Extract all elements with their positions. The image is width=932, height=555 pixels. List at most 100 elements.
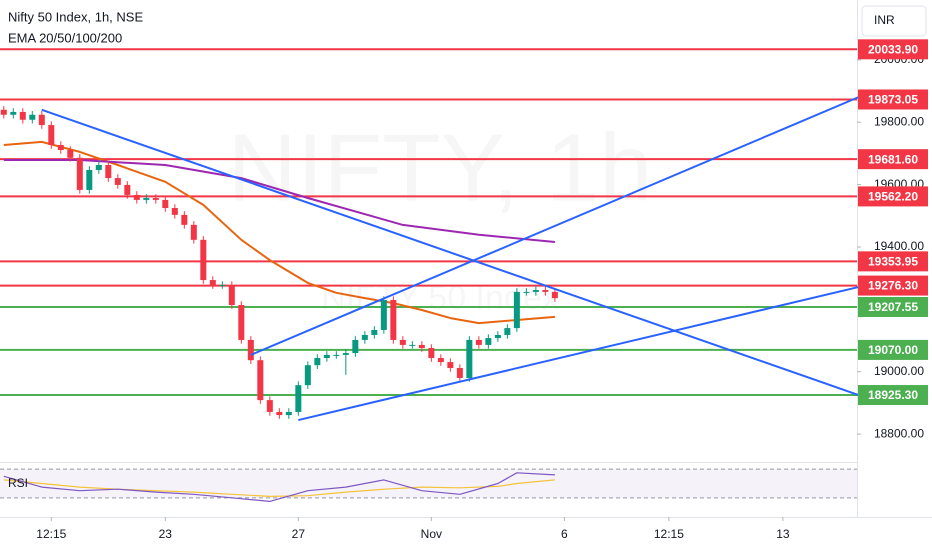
- candle-body: [143, 198, 150, 200]
- level-tag: [858, 339, 928, 360]
- level-tag: [858, 275, 928, 296]
- x-tick-label: Nov: [421, 527, 442, 541]
- candle-body: [124, 184, 131, 195]
- candle-body: [475, 339, 482, 345]
- candle-body: [428, 348, 435, 359]
- currency-label[interactable]: INR: [874, 13, 895, 27]
- candle-body: [466, 339, 473, 378]
- level-tag-label: 19681.60: [868, 152, 918, 166]
- chart-title: Nifty 50 Index, 1h, NSE: [8, 9, 143, 24]
- candle-body: [409, 344, 416, 346]
- candle-body: [133, 194, 140, 200]
- candle-body: [295, 385, 302, 412]
- y-tick-label: 19800.00: [874, 114, 924, 128]
- ema-line: [3, 159, 555, 243]
- candle-body: [437, 358, 444, 363]
- candle-body: [219, 285, 226, 287]
- candle-body: [333, 354, 340, 356]
- level-tag-label: 19353.95: [868, 255, 918, 269]
- candle-body: [485, 338, 492, 345]
- candle-body: [209, 280, 216, 286]
- candle-body: [200, 239, 207, 281]
- candle-body: [352, 339, 359, 354]
- level-tag: [858, 149, 928, 170]
- candle-body: [0, 109, 7, 115]
- candle-body: [542, 290, 549, 292]
- candle-body: [266, 400, 273, 412]
- rsi-label: RSI: [8, 476, 28, 490]
- trendline: [298, 285, 860, 422]
- x-tick-label: 13: [776, 527, 790, 541]
- level-tag-label: 19276.30: [868, 279, 918, 293]
- candle-body: [304, 365, 311, 386]
- candle-body: [29, 114, 36, 120]
- watermark: NIFTY, 1h: [227, 114, 652, 221]
- level-tag: [858, 297, 928, 318]
- candle-body: [162, 199, 169, 209]
- candle-body: [371, 329, 378, 335]
- level-tag-label: 20033.90: [868, 42, 918, 56]
- candle-body: [57, 145, 64, 151]
- candle-body: [447, 362, 454, 368]
- candle-body: [504, 328, 511, 335]
- candle-body: [105, 164, 112, 179]
- level-tag-label: 19070.00: [868, 343, 918, 357]
- level-tag: [858, 385, 928, 406]
- y-tick-label: 19000.00: [874, 364, 924, 378]
- candle-body: [551, 291, 558, 299]
- candle-body: [285, 411, 292, 416]
- candle-body: [418, 344, 425, 349]
- candle-body: [361, 334, 368, 340]
- candle-body: [76, 157, 83, 190]
- candle-body: [95, 164, 102, 170]
- candle-body: [86, 169, 93, 190]
- indicator-label: EMA 20/50/100/200: [8, 30, 122, 45]
- x-tick-label: 6: [561, 527, 568, 541]
- legend-backdrop: [0, 4, 180, 46]
- candle-body: [190, 224, 197, 240]
- trendline: [250, 96, 860, 356]
- y-tick-label: 18800.00: [874, 426, 924, 440]
- plot-layer: RSI: [0, 48, 860, 502]
- candle-body: [380, 300, 387, 330]
- level-tag: [858, 39, 928, 60]
- candle-body: [342, 353, 349, 355]
- rsi-band-fill: [0, 469, 857, 498]
- candle-body: [456, 368, 463, 378]
- y-tick-label: 19400.00: [874, 239, 924, 253]
- level-tag-label: 18925.30: [868, 388, 918, 402]
- candle-body: [171, 208, 178, 215]
- candle-body: [247, 339, 254, 361]
- candle-body: [276, 411, 283, 416]
- candle-body: [390, 300, 397, 340]
- candle-body: [257, 360, 264, 401]
- overlay-layer: 18925.30 19070.00 19207.55 19276.30 19353.95…: [0, 4, 928, 406]
- candle-body: [494, 334, 501, 339]
- rsi-line: [3, 472, 555, 502]
- level-tag: [858, 186, 928, 207]
- candle-body: [399, 339, 406, 345]
- candle-body: [314, 358, 321, 366]
- candle-body: [67, 150, 74, 158]
- currency-button[interactable]: [861, 5, 927, 37]
- level-tag-label: 19207.55: [868, 300, 918, 314]
- candle-body: [238, 305, 245, 340]
- candle-body: [38, 114, 45, 126]
- candle-body: [532, 290, 539, 292]
- candle-body: [48, 125, 55, 146]
- x-tick-label: 23: [159, 527, 173, 541]
- candle-body: [152, 198, 159, 200]
- candle-body: [228, 285, 235, 306]
- level-tag-label: 19873.05: [868, 93, 918, 107]
- trendline: [41, 108, 860, 397]
- candle-body: [19, 111, 26, 120]
- x-tick-label: 27: [292, 527, 306, 541]
- level-tag-label: 19562.20: [868, 190, 918, 204]
- candle-body: [114, 178, 121, 185]
- x-tick-label: 12:15: [654, 527, 684, 541]
- x-tick-label: 12:15: [36, 527, 66, 541]
